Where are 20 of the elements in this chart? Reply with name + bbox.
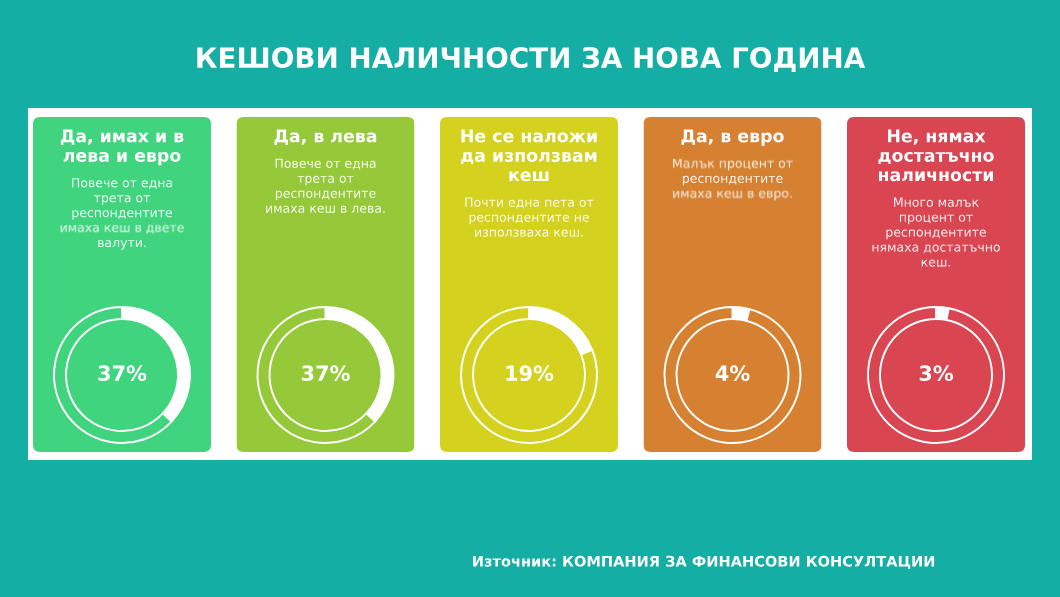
- chart-subtitle: Повече от една трета от респондентите имаха кеш в лева.: [266, 158, 385, 213]
- data-label: 3%: [919, 365, 954, 382]
- chart-title: Не се наложи да използвам кеш: [461, 129, 597, 182]
- data-label: 4%: [715, 365, 750, 382]
- donut-slice: [867, 306, 1005, 444]
- chart-title: Да, в евро: [681, 129, 784, 146]
- chart-subtitle: Почти една пета от респондентите не използваха кеш.: [465, 197, 594, 237]
- data-label: 19%: [506, 365, 554, 382]
- chart-title: Да, в лева: [274, 129, 377, 145]
- donut-slice: [460, 306, 598, 444]
- chart-title: Не, нямах достатъчно наличности: [878, 129, 994, 182]
- data-label: 37%: [98, 365, 147, 382]
- chart-subtitle: Много малък процент от респондентите нямаха достатъчно кеш.: [872, 197, 1000, 267]
- donut-slice: [663, 306, 802, 444]
- text: Източник: КОМПАНИЯ ЗА ФИНАНСОВИ КОНСУЛТАЦИИ: [473, 555, 935, 569]
- chart-subtitle: Повече от една трета от респондентите имаха кеш в двете валути.: [60, 178, 184, 250]
- text: КЕШОВИ НАЛИЧНОСТИ ЗА НОВА ГОДИНА: [197, 47, 866, 73]
- chart-title: Да, имах и в лева и евро: [60, 129, 184, 166]
- data-label: 37%: [301, 365, 350, 382]
- chart-subtitle: Малък процент от респондентите имаха кеш в евро.: [673, 158, 793, 201]
